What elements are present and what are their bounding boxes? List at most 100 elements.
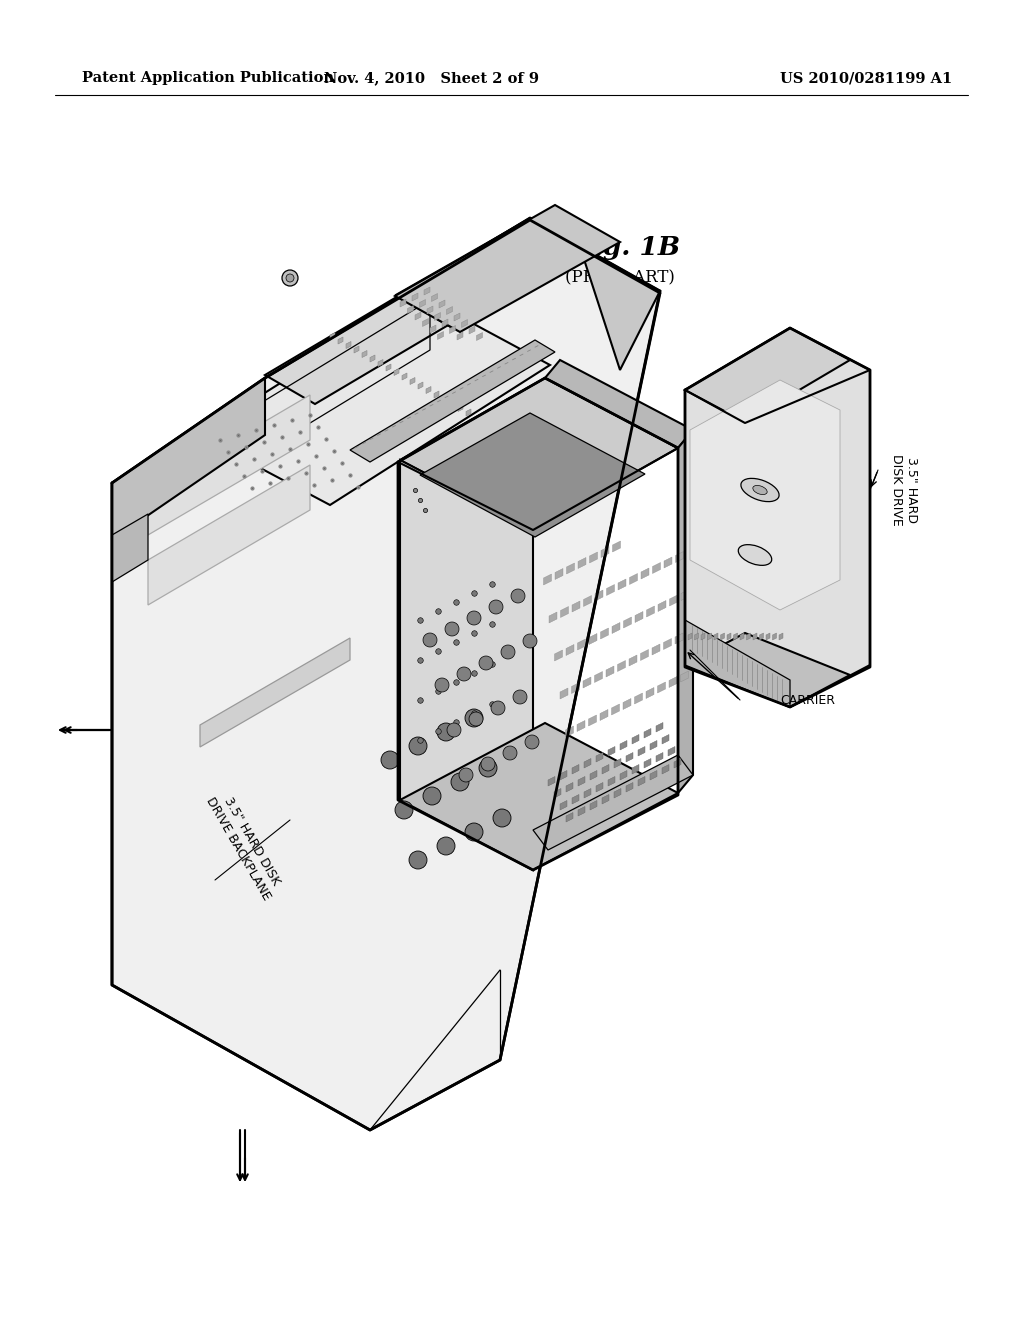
Polygon shape bbox=[662, 764, 669, 774]
Polygon shape bbox=[265, 218, 580, 404]
Polygon shape bbox=[740, 634, 744, 640]
Polygon shape bbox=[431, 293, 437, 301]
Circle shape bbox=[525, 735, 539, 748]
Polygon shape bbox=[362, 351, 367, 358]
Polygon shape bbox=[549, 612, 557, 623]
Polygon shape bbox=[626, 783, 633, 792]
Polygon shape bbox=[600, 628, 608, 639]
Circle shape bbox=[445, 622, 459, 636]
Polygon shape bbox=[112, 378, 265, 540]
Polygon shape bbox=[346, 342, 351, 348]
Polygon shape bbox=[466, 409, 471, 416]
Circle shape bbox=[501, 645, 515, 659]
Polygon shape bbox=[112, 218, 660, 1130]
Polygon shape bbox=[415, 312, 421, 319]
Polygon shape bbox=[578, 639, 586, 649]
Polygon shape bbox=[462, 319, 468, 327]
Polygon shape bbox=[766, 634, 770, 640]
Polygon shape bbox=[600, 710, 608, 721]
Polygon shape bbox=[427, 306, 433, 314]
Polygon shape bbox=[685, 634, 850, 708]
Circle shape bbox=[481, 756, 495, 771]
Polygon shape bbox=[450, 326, 456, 334]
Polygon shape bbox=[408, 305, 414, 314]
Circle shape bbox=[286, 275, 294, 282]
Circle shape bbox=[451, 774, 469, 791]
Polygon shape bbox=[400, 459, 534, 870]
Polygon shape bbox=[338, 337, 343, 345]
Polygon shape bbox=[644, 759, 651, 768]
Polygon shape bbox=[664, 639, 672, 649]
Polygon shape bbox=[760, 634, 764, 640]
Circle shape bbox=[511, 589, 525, 603]
Polygon shape bbox=[721, 634, 725, 640]
Polygon shape bbox=[675, 634, 683, 644]
Polygon shape bbox=[612, 541, 621, 552]
Polygon shape bbox=[583, 677, 591, 688]
Polygon shape bbox=[644, 729, 651, 738]
Polygon shape bbox=[454, 313, 460, 321]
Polygon shape bbox=[200, 638, 350, 747]
Circle shape bbox=[282, 271, 298, 286]
Polygon shape bbox=[442, 319, 449, 327]
Polygon shape bbox=[148, 395, 310, 535]
Polygon shape bbox=[424, 286, 430, 294]
Polygon shape bbox=[596, 752, 603, 762]
Polygon shape bbox=[469, 326, 475, 334]
Polygon shape bbox=[584, 788, 591, 799]
Polygon shape bbox=[426, 387, 431, 393]
Polygon shape bbox=[578, 807, 585, 816]
Polygon shape bbox=[400, 300, 406, 308]
Polygon shape bbox=[668, 747, 675, 756]
Polygon shape bbox=[545, 360, 693, 447]
Polygon shape bbox=[708, 634, 712, 640]
Polygon shape bbox=[657, 682, 666, 693]
Polygon shape bbox=[638, 776, 645, 785]
Polygon shape bbox=[410, 378, 415, 384]
Circle shape bbox=[395, 801, 413, 818]
Polygon shape bbox=[690, 380, 840, 610]
Polygon shape bbox=[612, 623, 620, 634]
Polygon shape bbox=[354, 346, 359, 352]
Polygon shape bbox=[566, 644, 574, 656]
Polygon shape bbox=[753, 634, 757, 640]
Circle shape bbox=[503, 746, 517, 760]
Polygon shape bbox=[590, 771, 597, 780]
Polygon shape bbox=[420, 413, 645, 537]
Polygon shape bbox=[614, 788, 621, 799]
Polygon shape bbox=[577, 721, 585, 731]
Text: CARRIER: CARRIER bbox=[780, 693, 835, 706]
Polygon shape bbox=[652, 562, 660, 573]
Polygon shape bbox=[606, 585, 614, 595]
Polygon shape bbox=[681, 671, 688, 682]
Polygon shape bbox=[395, 218, 590, 330]
Polygon shape bbox=[554, 788, 561, 799]
Polygon shape bbox=[534, 755, 693, 850]
Polygon shape bbox=[400, 378, 678, 531]
Ellipse shape bbox=[753, 486, 767, 495]
Polygon shape bbox=[618, 579, 626, 590]
Polygon shape bbox=[578, 776, 585, 785]
Polygon shape bbox=[602, 764, 609, 774]
Circle shape bbox=[447, 723, 461, 737]
Text: Fig. 1B: Fig. 1B bbox=[574, 235, 681, 260]
Polygon shape bbox=[378, 359, 383, 367]
Polygon shape bbox=[620, 771, 627, 780]
Polygon shape bbox=[402, 374, 407, 380]
Polygon shape bbox=[656, 752, 663, 762]
Polygon shape bbox=[662, 734, 669, 744]
Polygon shape bbox=[714, 634, 718, 640]
Polygon shape bbox=[646, 688, 654, 698]
Polygon shape bbox=[571, 682, 580, 693]
Polygon shape bbox=[727, 634, 731, 640]
Polygon shape bbox=[685, 620, 790, 708]
Polygon shape bbox=[590, 552, 597, 564]
Polygon shape bbox=[646, 606, 654, 616]
Polygon shape bbox=[437, 331, 443, 339]
Polygon shape bbox=[442, 396, 447, 403]
Circle shape bbox=[437, 837, 455, 855]
Polygon shape bbox=[330, 333, 335, 339]
Circle shape bbox=[423, 787, 441, 805]
Polygon shape bbox=[555, 569, 563, 579]
Polygon shape bbox=[772, 634, 776, 640]
